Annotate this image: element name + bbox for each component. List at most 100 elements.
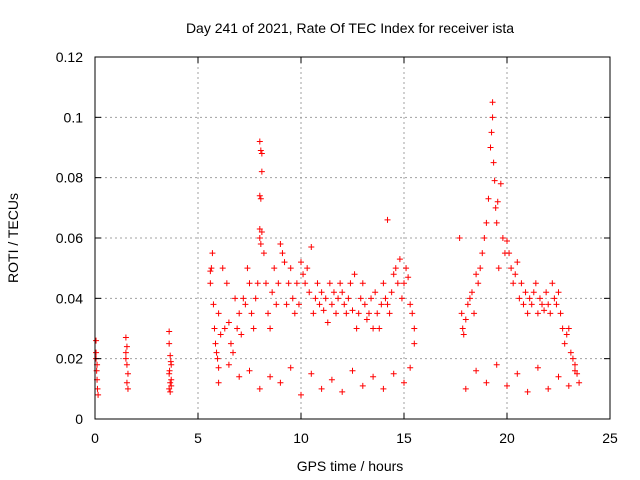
data-point [166, 328, 173, 335]
data-point [267, 373, 274, 380]
data-point [252, 295, 259, 302]
data-point [510, 280, 517, 287]
data-point [257, 195, 264, 202]
data-point [349, 367, 356, 374]
data-point [370, 325, 377, 332]
data-point [518, 280, 525, 287]
data-point [386, 310, 393, 317]
data-point [232, 295, 239, 302]
data-point [359, 280, 366, 287]
data-point [343, 310, 350, 317]
chart-title: Day 241 of 2021, Rate Of TEC Index for r… [186, 20, 514, 36]
data-point [559, 325, 566, 332]
data-point [225, 361, 232, 368]
data-point [390, 271, 397, 278]
y-tick-label: 0.02 [56, 351, 83, 367]
data-point [256, 192, 263, 199]
data-point [254, 280, 261, 287]
data-point [269, 289, 276, 296]
data-point [483, 219, 490, 226]
data-point [248, 310, 255, 317]
data-point [277, 241, 284, 248]
data-point [394, 280, 401, 287]
data-point [493, 361, 500, 368]
data-point [271, 265, 278, 272]
data-point [349, 307, 356, 314]
data-point [227, 340, 234, 347]
data-point [217, 331, 224, 338]
x-tick-label: 15 [396, 430, 412, 446]
data-point [339, 289, 346, 296]
data-point [339, 388, 346, 395]
data-point [295, 301, 302, 308]
data-point [576, 379, 583, 386]
data-point [223, 280, 230, 287]
data-point [459, 325, 466, 332]
data-point [312, 295, 319, 302]
data-point [167, 388, 174, 395]
data-point [388, 289, 395, 296]
data-point [167, 352, 174, 359]
data-point [541, 307, 548, 314]
data-point [345, 295, 352, 302]
grid-lines [95, 57, 610, 419]
data-point [571, 367, 578, 374]
y-tick-label: 0.1 [64, 109, 84, 125]
data-point [504, 238, 510, 245]
data-point [485, 195, 492, 202]
y-tick-label: 0 [75, 411, 83, 427]
data-point [210, 301, 217, 308]
data-point [563, 331, 570, 338]
data-point [273, 301, 280, 308]
data-point [208, 265, 215, 272]
data-point [567, 349, 574, 356]
data-point [499, 235, 506, 241]
data-point [330, 289, 337, 296]
data-point [514, 370, 521, 377]
data-point [256, 225, 263, 232]
x-axis-label: GPS time / hours [297, 458, 404, 474]
data-point [466, 295, 473, 302]
data-point [212, 340, 219, 347]
data-point [520, 301, 527, 308]
data-point [526, 295, 533, 302]
data-point [549, 280, 556, 287]
data-point [215, 364, 222, 371]
data-point [328, 301, 335, 308]
data-point [318, 289, 325, 296]
data-point [209, 250, 216, 257]
data-point [545, 301, 552, 308]
data-point [293, 280, 300, 287]
x-tick-label: 0 [91, 430, 99, 446]
data-point [363, 316, 370, 323]
data-point [289, 295, 296, 302]
data-point [213, 349, 220, 356]
x-tick-label: 10 [293, 430, 309, 446]
data-point [167, 379, 174, 386]
data-point [571, 361, 578, 368]
data-point [409, 310, 416, 317]
data-point [316, 301, 323, 308]
data-point [384, 301, 391, 308]
data-point [320, 307, 327, 314]
data-point [122, 349, 129, 356]
y-tick-label: 0.04 [56, 290, 83, 306]
data-point [483, 379, 490, 386]
data-point [95, 391, 102, 398]
data-point [473, 367, 480, 374]
data-point [258, 150, 265, 157]
data-point [514, 259, 521, 266]
data-point [460, 331, 467, 338]
x-tick-label: 5 [194, 430, 202, 446]
axis-ticks: 0 0.02 0.04 0.06 0.08 0.1 0.12 0 5 10 15 20 25 [56, 49, 618, 446]
data-point [553, 301, 560, 308]
data-point [238, 331, 245, 338]
data-point [246, 367, 253, 374]
data-point [382, 295, 389, 302]
y-tick-label: 0.06 [56, 230, 83, 246]
data-point [287, 265, 294, 272]
data-point [551, 295, 558, 302]
data-point [565, 325, 572, 332]
data-point [314, 280, 321, 287]
data-point [398, 295, 405, 302]
